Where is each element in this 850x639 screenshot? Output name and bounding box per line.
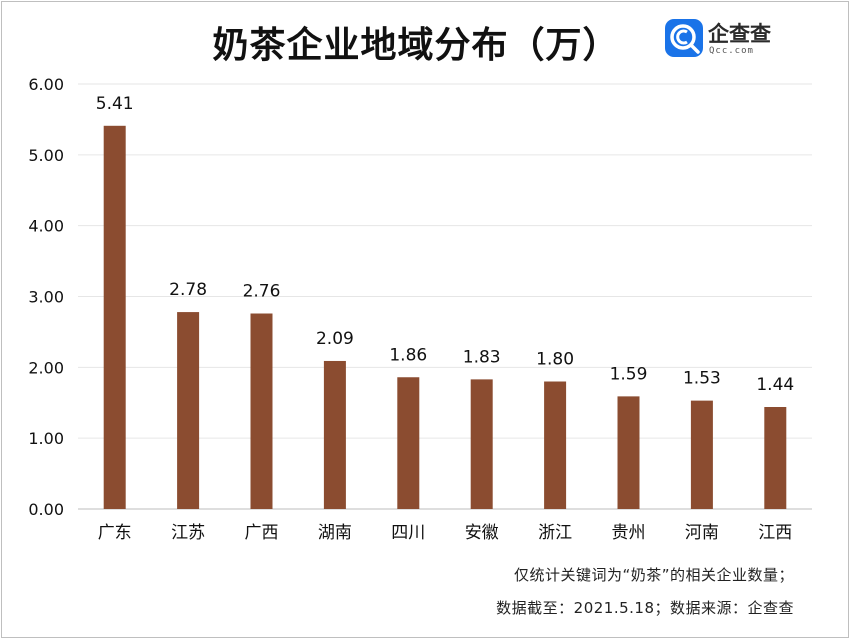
y-tick-label: 4.00: [28, 217, 64, 236]
data-label: 1.80: [536, 350, 574, 370]
data-label: 1.59: [610, 364, 648, 384]
bar: [397, 377, 420, 509]
bar: [323, 360, 346, 509]
y-tick-label: 6.00: [28, 75, 64, 94]
bar: [617, 396, 640, 509]
x-tick-label: 贵州: [612, 523, 646, 543]
bar: [250, 313, 273, 509]
qcc-magnifier-logo-icon: [665, 19, 703, 57]
logo-name: 企查查: [708, 22, 771, 46]
data-label: 5.41: [96, 94, 134, 114]
y-tick-label: 3.00: [28, 288, 64, 307]
x-tick-label: 湖南: [318, 523, 352, 543]
bar: [177, 312, 200, 509]
y-tick-label: 5.00: [28, 146, 64, 165]
x-tick-label: 江西: [758, 523, 792, 543]
data-label: 1.44: [756, 375, 794, 395]
bar: [764, 407, 787, 509]
x-tick-label: 四川: [391, 523, 425, 543]
footnote-source: 数据截至：2021.5.18；数据来源：企查查: [496, 599, 794, 617]
data-label: 1.86: [389, 345, 427, 365]
bar: [544, 381, 567, 509]
data-label: 2.78: [169, 280, 207, 300]
bar: [690, 400, 713, 509]
data-label: 1.83: [463, 347, 501, 367]
y-tick-label: 2.00: [28, 358, 64, 377]
x-tick-label: 江苏: [171, 523, 205, 543]
data-label: 1.53: [683, 369, 721, 389]
footnote-scope: 仅统计关键词为“奶茶”的相关企业数量；: [513, 566, 794, 584]
data-label: 2.76: [243, 282, 281, 302]
y-tick-label: 1.00: [28, 429, 64, 448]
x-tick-label: 安徽: [465, 523, 499, 543]
logo-subtitle: Qcc.com: [709, 46, 754, 56]
x-tick-label: 河南: [685, 523, 719, 543]
x-tick-label: 广东: [98, 523, 132, 543]
bar: [470, 379, 493, 509]
y-tick-label: 0.00: [28, 500, 64, 519]
qcc-logo: 企查查 Qcc.com: [664, 16, 794, 68]
data-label: 2.09: [316, 329, 354, 349]
x-tick-label: 广西: [245, 523, 279, 543]
chart-title: 奶茶企业地域分布（万）: [212, 25, 620, 66]
x-tick-label: 浙江: [538, 523, 572, 543]
bar: [103, 125, 126, 510]
